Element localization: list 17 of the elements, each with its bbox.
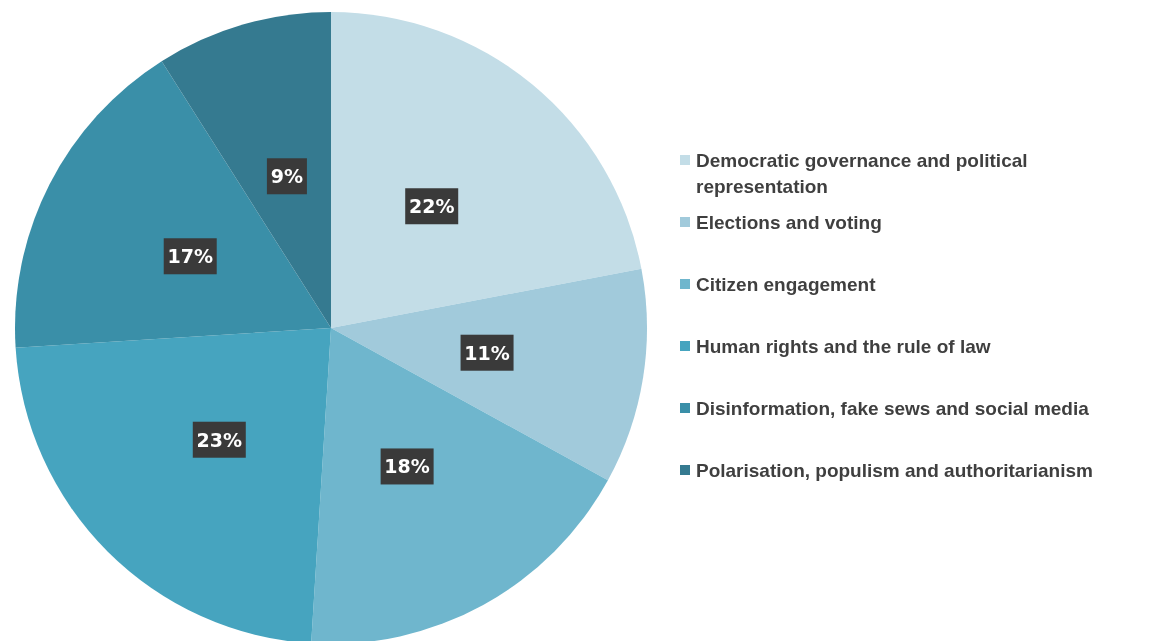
legend-label: Citizen engagement <box>696 273 876 297</box>
data-label: 23% <box>196 428 243 451</box>
legend-label: Democratic governance and political representation <box>696 149 1029 199</box>
data-label: 11% <box>464 341 510 364</box>
pie-slice <box>15 61 331 348</box>
pie-slice <box>161 12 331 328</box>
pie-slice <box>311 328 608 641</box>
pie-slice <box>15 328 331 641</box>
legend-label: Human rights and the rule of law <box>696 335 991 359</box>
data-label: 17% <box>167 245 213 268</box>
data-label: 22% <box>408 195 455 218</box>
pie-slice <box>331 12 642 328</box>
legend-label: Polarisation, populism and authoritarianism <box>696 459 1093 483</box>
data-label: 9% <box>270 165 304 188</box>
data-label: 18% <box>384 455 430 478</box>
legend-label: Elections and voting <box>696 211 882 235</box>
legend-label: Disinformation, fake sews and social media <box>696 397 1089 421</box>
